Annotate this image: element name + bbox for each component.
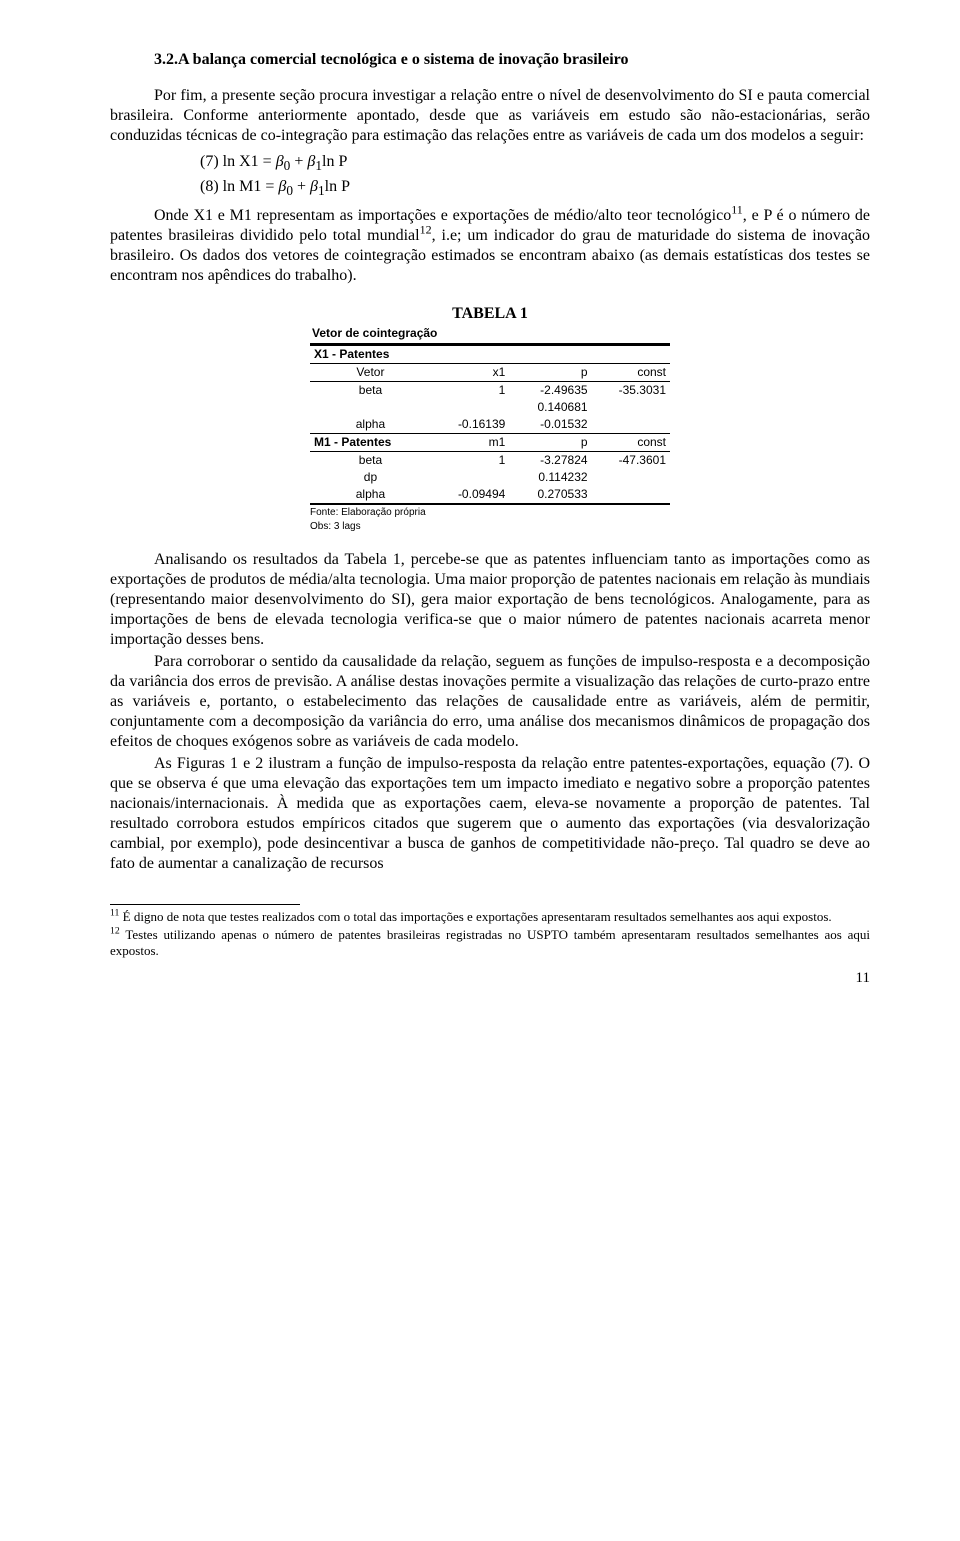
- table-cell: -3.27824: [509, 451, 591, 469]
- table-cell: 1: [431, 451, 509, 469]
- footnote-ref-12: 12: [420, 222, 432, 236]
- table-cell: [592, 469, 670, 486]
- table-title: TABELA 1: [310, 304, 670, 324]
- footnote-separator: [110, 904, 300, 905]
- footnote-12-text: Testes utilizando apenas o número de pat…: [110, 927, 870, 958]
- table-hdr-const: const: [592, 363, 670, 381]
- table-cell: [592, 416, 670, 434]
- table-cell: [592, 486, 670, 504]
- table-cell: 1: [431, 381, 509, 399]
- equation-7: (7) ln X1 = β0 + β1ln P: [200, 152, 870, 175]
- paragraph-4: Para corroborar o sentido da causalidade…: [110, 652, 870, 752]
- footnote-11: 11 É digno de nota que testes realizados…: [110, 909, 870, 925]
- paragraph-2: Onde X1 e M1 representam as importações …: [110, 206, 870, 286]
- page-number: 11: [110, 969, 870, 988]
- table-cell: beta: [310, 451, 431, 469]
- table-hdr-x1: x1: [431, 363, 509, 381]
- table-cell: [431, 469, 509, 486]
- footnote-11-mark: 11: [110, 907, 119, 918]
- section-title: 3.2.A balança comercial tecnológica e o …: [110, 50, 870, 70]
- table-section-m1: M1 - Patentes: [310, 433, 431, 451]
- footnote-12-mark: 12: [110, 926, 120, 937]
- table-hdr-const2: const: [592, 433, 670, 451]
- cointegration-table: X1 - Patentes Vetor x1 p const beta 1 -2…: [310, 345, 670, 505]
- table-subtitle: Vetor de cointegração: [310, 324, 670, 345]
- table-cell: -35.3031: [592, 381, 670, 399]
- table-cell: -2.49635: [509, 381, 591, 399]
- footnotes: 11 É digno de nota que testes realizados…: [110, 909, 870, 960]
- table-cell: -47.3601: [592, 451, 670, 469]
- equation-block: (7) ln X1 = β0 + β1ln P (8) ln M1 = β0 +…: [200, 152, 870, 200]
- table-obs: Obs: 3 lags: [310, 521, 670, 534]
- table-cell: -0.16139: [431, 416, 509, 434]
- paragraph-5: As Figuras 1 e 2 ilustram a função de im…: [110, 754, 870, 874]
- table-cell: alpha: [310, 486, 431, 504]
- footnote-ref-11: 11: [731, 202, 743, 216]
- table-hdr-p2: p: [509, 433, 591, 451]
- table-1: TABELA 1 Vetor de cointegração X1 - Pate…: [310, 304, 670, 534]
- table-cell: dp: [310, 469, 431, 486]
- table-cell: beta: [310, 381, 431, 399]
- table-cell: -0.01532: [509, 416, 591, 434]
- table-cell: 0.114232: [509, 469, 591, 486]
- table-cell: -0.09494: [431, 486, 509, 504]
- paragraph-1: Por fim, a presente seção procura invest…: [110, 86, 870, 146]
- table-cell: 0.140681: [509, 399, 591, 416]
- table-cell: [431, 399, 509, 416]
- table-cell: [310, 399, 431, 416]
- table-cell: alpha: [310, 416, 431, 434]
- footnote-11-text: É digno de nota que testes realizados co…: [119, 909, 831, 924]
- paragraph-2a: Onde X1 e M1 representam as importações …: [154, 207, 731, 224]
- table-cell: 0.270533: [509, 486, 591, 504]
- table-hdr-vetor: Vetor: [310, 363, 431, 381]
- table-section-x1: X1 - Patentes: [310, 345, 670, 363]
- equation-8: (8) ln M1 = β0 + β1ln P: [200, 177, 870, 200]
- paragraph-3: Analisando os resultados da Tabela 1, pe…: [110, 550, 870, 650]
- table-cell: [592, 399, 670, 416]
- table-hdr-m1: m1: [431, 433, 509, 451]
- table-hdr-p: p: [509, 363, 591, 381]
- footnote-12: 12 Testes utilizando apenas o número de …: [110, 927, 870, 960]
- table-source: Fonte: Elaboração própria: [310, 507, 670, 520]
